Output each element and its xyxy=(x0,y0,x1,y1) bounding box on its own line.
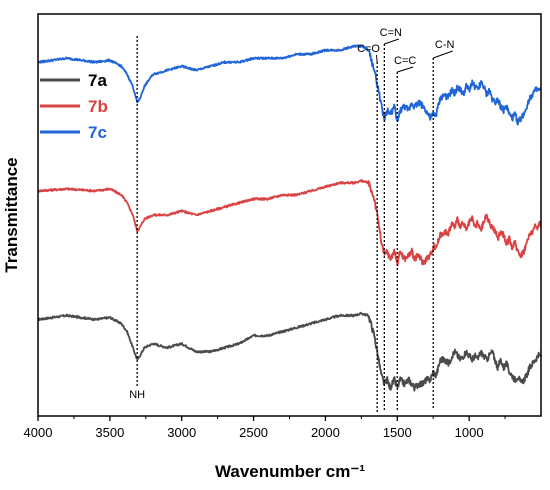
x-tick-label-1000: 1000 xyxy=(455,425,484,440)
annotation-layer: NH C=OC=N C=C C-N xyxy=(129,27,455,412)
x-axis-title: Wavenumber cm⁻¹ xyxy=(215,462,365,481)
annotation-label-C=N: C=N xyxy=(380,27,402,39)
series-line-7c xyxy=(37,44,542,126)
x-tick-label-3500: 3500 xyxy=(95,425,124,440)
series-layer xyxy=(37,44,542,392)
annotation-label-C=C: C=C xyxy=(394,55,416,67)
x-tick-label-2000: 2000 xyxy=(311,425,340,440)
legend: 7a 7b 7c xyxy=(40,71,108,142)
annotation-pointer-C=N xyxy=(384,38,399,45)
x-tick-label-1500: 1500 xyxy=(383,425,412,440)
x-tick-label-3000: 3000 xyxy=(167,425,196,440)
annotation-pointer-C=C xyxy=(397,66,414,73)
annotation-pointer-C-N xyxy=(433,50,453,59)
annotation-label-C=O: C=O xyxy=(357,43,380,55)
x-axis: 4000 3500 3000 2500 2000 1500 1000 xyxy=(24,416,506,440)
legend-label-7b: 7b xyxy=(88,97,108,116)
annotation-pointer-C=O xyxy=(376,54,378,63)
legend-label-7a: 7a xyxy=(88,71,107,90)
x-tick-label-2500: 2500 xyxy=(239,425,268,440)
y-axis-title: Transmittance xyxy=(2,157,21,272)
series-line-7b xyxy=(37,179,542,267)
annotation-label-NH: NH xyxy=(129,389,145,401)
legend-label-7c: 7c xyxy=(88,123,107,142)
series-line-7a xyxy=(37,311,542,392)
x-tick-label-4000: 4000 xyxy=(24,425,53,440)
annotation-label-C-N: C-N xyxy=(435,39,455,51)
